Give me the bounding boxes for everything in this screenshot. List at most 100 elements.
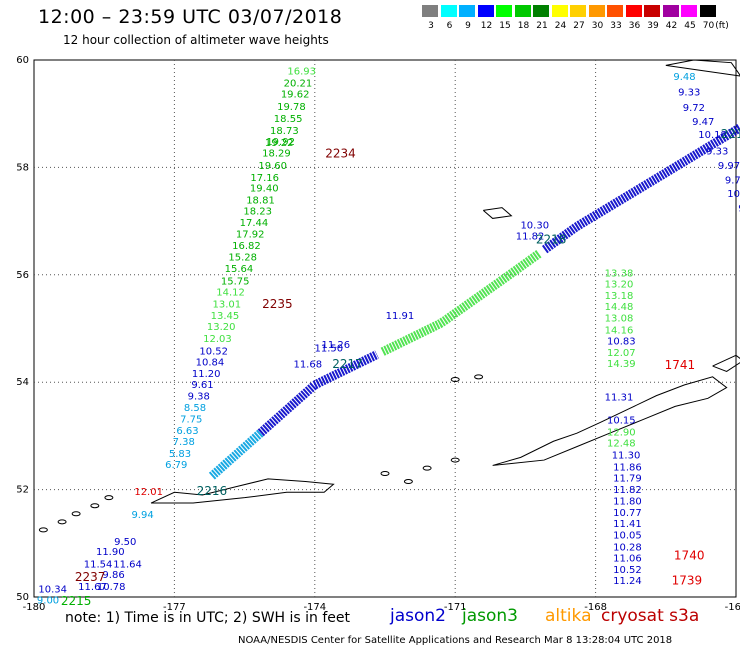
wave-height-value: 14.12 xyxy=(216,288,245,299)
coastline xyxy=(482,207,513,219)
satellite-jason2: jason2 xyxy=(390,606,446,626)
legend-swatch-39 xyxy=(644,5,661,17)
legend-label: 24 xyxy=(554,21,567,31)
wave-height-value: 9.79 xyxy=(725,176,740,187)
wave-height-value: 10.0 xyxy=(727,189,740,200)
legend-label: 6 xyxy=(446,21,453,31)
wave-height-value: 8.58 xyxy=(184,403,206,414)
legend-swatch-12 xyxy=(477,5,495,17)
legend-label: 27 xyxy=(573,21,585,31)
wave-height-value: 11.82 xyxy=(613,485,642,496)
legend-swatch-27 xyxy=(570,5,587,17)
wave-height-value: 17.92 xyxy=(236,230,265,241)
wave-height-value: 11.20 xyxy=(192,369,221,380)
y-tick-label: 60 xyxy=(16,55,29,66)
legend-label: 21 xyxy=(536,21,548,31)
wave-height-value: 17.16 xyxy=(250,173,279,184)
legend-swatch-21 xyxy=(533,5,550,17)
wave-height-value: 11.82 xyxy=(516,231,545,242)
wave-height-value: 9.50 xyxy=(114,537,136,548)
track-segment xyxy=(380,249,543,356)
wave-height-value: 12.01 xyxy=(134,487,163,498)
wave-height-value: 10.77 xyxy=(613,508,642,519)
wave-height-value: 11.24 xyxy=(613,576,642,587)
legend-label: 70 xyxy=(702,21,715,31)
y-tick-label: 58 xyxy=(16,162,29,173)
track-segment xyxy=(541,123,740,254)
wave-height-value: 11.06 xyxy=(613,554,642,565)
island xyxy=(57,519,67,525)
wave-height-value: 11.91 xyxy=(386,311,415,322)
wave-height-value: 7.75 xyxy=(180,414,202,425)
wave-height-value: 13.20 xyxy=(605,280,634,291)
wave-height-value: 13.01 xyxy=(212,300,241,311)
island xyxy=(403,479,413,485)
footer-note: note: 1) Time is in UTC; 2) SWH is in fe… xyxy=(65,610,351,626)
y-tick-label: 50 xyxy=(16,592,29,603)
y-tick-label: 54 xyxy=(16,377,29,388)
wave-height-value: 9.94 xyxy=(131,510,153,521)
x-tick-label: -168 xyxy=(584,602,607,613)
pass-time-label: 1739 xyxy=(672,574,703,588)
wave-height-value: 12.03 xyxy=(203,334,232,345)
wave-height-value: 10.30 xyxy=(520,221,549,232)
wave-height-value: 11.68 xyxy=(293,360,322,371)
legend-label: 36 xyxy=(628,21,641,31)
x-tick-label: -180 xyxy=(23,602,46,613)
x-tick-label: -165 xyxy=(725,602,740,613)
island xyxy=(380,470,390,476)
wave-height-value: 19.62 xyxy=(281,90,310,101)
wave-height-value: 15.64 xyxy=(225,264,254,275)
legend-label: 3 xyxy=(428,21,434,31)
legend-swatch-33 xyxy=(607,5,624,17)
island xyxy=(71,511,81,517)
wave-height-value: 14.48 xyxy=(605,302,634,313)
wave-height-value: 18.81 xyxy=(246,195,275,206)
wave-height-value: 11.67 xyxy=(78,582,107,593)
wave-height-value: 11.26 xyxy=(322,340,351,351)
island xyxy=(422,465,432,471)
wave-height-value: 10.34 xyxy=(38,585,67,596)
wave-height-value: 12.48 xyxy=(607,439,636,450)
wave-height-value: 15.75 xyxy=(221,276,250,287)
legend-label: 18 xyxy=(517,21,530,31)
wave-height-value: 18.73 xyxy=(270,126,299,137)
wave-height-value: 13.20 xyxy=(207,322,236,333)
wave-height-value: 13.08 xyxy=(605,314,634,325)
legend-label: 30 xyxy=(591,21,604,31)
legend-label: 15 xyxy=(499,21,511,31)
wave-height-value: 10.18 xyxy=(698,130,727,141)
pass-time-label: 2217 xyxy=(332,357,363,371)
island xyxy=(38,527,48,533)
wave-height-value: 18.55 xyxy=(274,114,303,125)
wave-height-value: 11.79 xyxy=(613,474,642,485)
chart-title: 12:00 – 23:59 UTC 03/07/2018 xyxy=(38,6,343,28)
plot-frame xyxy=(33,59,737,598)
wave-height-value: 19.40 xyxy=(250,184,279,195)
x-tick-label: -174 xyxy=(303,602,326,613)
track-segment xyxy=(257,350,379,437)
wave-height-value: 13.45 xyxy=(211,311,240,322)
legend-swatch-6 xyxy=(440,5,458,17)
legend-swatch-45 xyxy=(681,5,698,17)
wave-height-value: 9.47 xyxy=(692,117,714,128)
legend-label: 12 xyxy=(480,21,493,31)
pass-time-label: 2215 xyxy=(61,594,92,608)
wave-height-value: 18.29 xyxy=(262,149,291,160)
wave-height-value: 10.52 xyxy=(613,565,642,576)
legend-label: 42 xyxy=(665,21,678,31)
wave-height-value: 5.83 xyxy=(169,449,191,460)
pass-time-label: 1741 xyxy=(665,358,696,372)
legend-swatch-9 xyxy=(459,5,476,17)
wave-height-value: 10.15 xyxy=(607,416,636,427)
coastline xyxy=(665,59,740,77)
wave-height-value: 11.41 xyxy=(613,519,642,530)
legend-swatch-15 xyxy=(496,5,513,17)
legend-swatch-18 xyxy=(514,5,532,17)
wave-height-value: 9.33 xyxy=(678,87,700,98)
wave-height-value: 16.93 xyxy=(287,66,316,77)
pass-time-label: 2219 xyxy=(721,127,740,141)
wave-height-value: 15.28 xyxy=(228,252,257,263)
satellite-cryosat-s3a: cryosat s3a xyxy=(601,606,700,626)
wave-height-value: 10.83 xyxy=(607,337,636,348)
